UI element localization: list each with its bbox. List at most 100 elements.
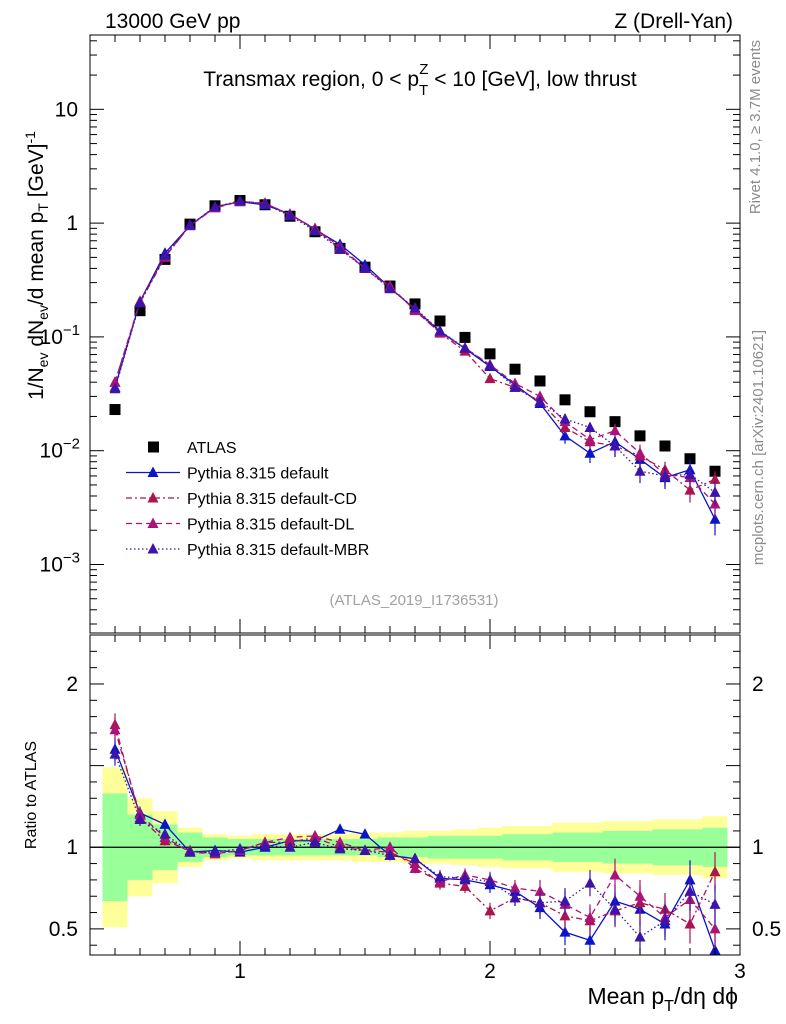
ratio-point: [634, 890, 646, 901]
legend-marker: [147, 517, 159, 528]
ratio-y-tick-label: 0.5: [49, 918, 78, 941]
data-point: [134, 296, 146, 308]
data-point: [359, 262, 371, 273]
legend-label: Pythia 8.315 default: [187, 466, 329, 483]
ratio-plot-area: [90, 713, 740, 955]
header-left: 13000 GeV pp: [105, 10, 240, 33]
ratio-point: [409, 852, 421, 864]
data-point: [559, 412, 571, 424]
ratio-point: [484, 904, 496, 916]
data-point: [434, 324, 446, 336]
legend-label: Pythia 8.315 default-CD: [187, 491, 357, 508]
mcplots-label: mcplots.cern.ch [arXiv:2401.10621]: [750, 330, 767, 565]
ratio-point: [459, 872, 471, 883]
ratio-point: [109, 748, 121, 759]
data-point: [284, 209, 296, 221]
ratio-y-tick-label-right: 1: [752, 836, 764, 859]
series-ATLAS: [109, 195, 721, 477]
ratio-point: [434, 870, 446, 882]
ratio-point: [159, 828, 171, 839]
data-point: [559, 394, 571, 406]
ratio-y-axis: 0.5 0.5 1 1 2 2: [49, 650, 781, 946]
data-point: [259, 198, 271, 209]
data-point: [484, 359, 496, 371]
data-point: [684, 453, 696, 465]
data-point: [709, 473, 721, 484]
data-point: [684, 468, 696, 479]
data-point: [709, 513, 721, 524]
main-y-label: 1/Nev dNev/d mean pT [GeV]-1: [22, 131, 51, 400]
ratio-point: [559, 926, 571, 937]
ratio-point: [509, 882, 521, 893]
ratio-point: [484, 875, 496, 887]
ratio-point: [334, 842, 346, 854]
ratio-y-tick-label: 1: [66, 836, 78, 859]
series-default: [109, 195, 721, 536]
data-point: [609, 416, 621, 428]
data-point: [534, 375, 546, 387]
data-point: [609, 439, 621, 451]
y-tick-label: 10−1: [40, 322, 80, 349]
legend-label: Pythia 8.315 default-MBR: [187, 542, 369, 559]
ratio-point: [584, 911, 596, 922]
ratio-point: [209, 846, 221, 857]
legend-marker: [147, 466, 159, 477]
ratio-point: [559, 895, 571, 906]
data-point: [384, 282, 396, 294]
data-point: [159, 249, 171, 260]
data-point: [559, 429, 571, 441]
data-point: [509, 363, 521, 375]
data-point: [109, 382, 121, 394]
series-default-MBR: [109, 194, 721, 506]
x-axis-label: Mean pT/dη dϕ: [587, 983, 738, 1015]
main-plot-area: [109, 194, 721, 536]
legend-marker: [147, 543, 159, 554]
data-point: [684, 484, 696, 495]
y-tick-label: 1: [66, 212, 78, 235]
data-point: [234, 194, 246, 206]
data-point: [659, 469, 671, 481]
y-tick-label: 10−2: [40, 436, 80, 463]
data-point: [609, 424, 621, 436]
ratio-x-axis: 1 2 3: [114, 635, 746, 983]
ratio-point: [284, 841, 296, 852]
ratio-point: [109, 723, 121, 735]
ratio-point: [709, 922, 721, 934]
data-point: [634, 465, 646, 476]
ratio-y-tick-label: 2: [66, 673, 78, 696]
ratio-point: [709, 865, 721, 877]
ratio-point: [634, 931, 646, 942]
x-tick-label: 1: [234, 960, 246, 983]
ratio-point: [534, 885, 546, 896]
ratio-point: [159, 818, 171, 829]
y-tick-label: 10−3: [40, 549, 80, 576]
data-point: [634, 447, 646, 458]
ratio-point: [684, 917, 696, 929]
watermark: (ATLAS_2019_I1736531): [329, 592, 498, 609]
ratio-point: [684, 885, 696, 896]
data-point: [484, 372, 496, 384]
data-point: [584, 421, 596, 432]
data-point: [209, 200, 221, 212]
ratio-point: [284, 831, 296, 842]
data-point: [659, 440, 671, 452]
data-point: [109, 376, 121, 387]
data-point: [634, 430, 646, 442]
ratio-point: [259, 839, 271, 851]
ratio-point: [409, 862, 421, 873]
ratio-series-default-MBR: [109, 742, 721, 954]
data-point: [584, 447, 596, 458]
data-point: [509, 381, 521, 392]
header-right: Z (Drell-Yan): [614, 10, 733, 33]
y-tick-label: 10: [55, 98, 78, 121]
ratio-point: [234, 842, 246, 854]
ratio-point: [309, 836, 321, 847]
ratio-point: [134, 813, 146, 824]
ratio-y-tick-label-right: 0.5: [752, 918, 781, 941]
data-point: [584, 433, 596, 445]
ratio-point: [309, 829, 321, 841]
data-point: [309, 224, 321, 236]
ratio-point: [334, 823, 346, 834]
ratio-point: [334, 836, 346, 847]
data-point: [134, 305, 146, 317]
